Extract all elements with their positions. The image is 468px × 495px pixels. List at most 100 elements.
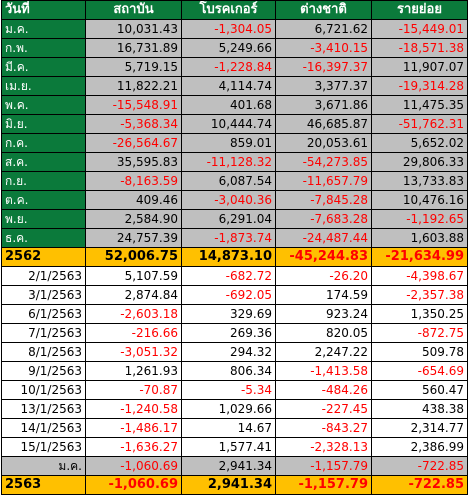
- row-label: 2562: [1, 247, 86, 267]
- value-cell: -11,657.79: [275, 171, 372, 191]
- value-cell: 438.38: [371, 399, 468, 419]
- value-cell: 11,822.21: [85, 76, 182, 96]
- value-cell: -722.85: [371, 456, 468, 476]
- value-cell: 560.47: [371, 380, 468, 400]
- value-cell: 5,249.66: [181, 38, 276, 58]
- year-total-row: 2562 52,006.75 14,873.10 -45,244.83 -21,634.…: [1, 247, 468, 267]
- month-row: มิ.ย. -5,368.34 10,444.74 46,685.87 -51,762.…: [1, 114, 468, 134]
- value-cell: -8,163.59: [85, 171, 182, 191]
- value-cell: -872.75: [371, 323, 468, 343]
- value-cell: -18,571.38: [371, 38, 468, 58]
- value-cell: 4,114.74: [181, 76, 276, 96]
- value-cell: -654.69: [371, 361, 468, 381]
- value-cell: 13,733.83: [371, 171, 468, 191]
- month-row: ธ.ค. 24,757.39 -1,873.74 -24,487.44 1,603.88: [1, 228, 468, 248]
- value-cell: 10,476.16: [371, 190, 468, 210]
- value-cell: -7,683.28: [275, 209, 372, 229]
- value-cell: 10,031.43: [85, 19, 182, 39]
- value-cell: 6,291.04: [181, 209, 276, 229]
- month-row: ก.ค. -26,564.67 859.01 20,053.61 5,652.02: [1, 133, 468, 153]
- month-summary-row: ม.ค. -1,060.69 2,941.34 -1,157.79 -722.85: [1, 456, 468, 476]
- month-row: มี.ค. 5,719.15 -1,228.84 -16,397.37 11,907.0…: [1, 57, 468, 77]
- value-cell: 2,941.34: [181, 456, 276, 476]
- row-label: 10/1/2563: [1, 380, 86, 400]
- value-cell: 509.78: [371, 342, 468, 362]
- value-cell: 2,874.84: [85, 285, 182, 305]
- value-cell: -26.20: [275, 266, 372, 286]
- daily-row: 9/1/2563 1,261.93 806.34 -1,413.58 -654.69: [1, 361, 468, 381]
- value-cell: 329.69: [181, 304, 276, 324]
- value-cell: -11,128.32: [181, 152, 276, 172]
- value-cell: 5,652.02: [371, 133, 468, 153]
- value-cell: 6,087.54: [181, 171, 276, 191]
- value-cell: 923.24: [275, 304, 372, 324]
- value-cell: 2,584.90: [85, 209, 182, 229]
- value-cell: 2,314.77: [371, 418, 468, 438]
- month-row: ก.ย. -8,163.59 6,087.54 -11,657.79 13,733.83: [1, 171, 468, 191]
- value-cell: 2,247.22: [275, 342, 372, 362]
- value-cell: -70.87: [85, 380, 182, 400]
- value-cell: -1,240.58: [85, 399, 182, 419]
- daily-row: 3/1/2563 2,874.84 -692.05 174.59 -2,357.38: [1, 285, 468, 305]
- value-cell: -692.05: [181, 285, 276, 305]
- value-cell: -1,157.79: [275, 475, 372, 495]
- value-cell: 1,603.88: [371, 228, 468, 248]
- value-cell: 1,350.25: [371, 304, 468, 324]
- year-total-row: 2563 -1,060.69 2,941.34 -1,157.79 -722.85: [1, 475, 468, 495]
- value-cell: 294.32: [181, 342, 276, 362]
- row-label: 3/1/2563: [1, 285, 86, 305]
- value-cell: 14.67: [181, 418, 276, 438]
- header-institution: สถาบัน: [85, 0, 182, 20]
- row-label: พ.ย.: [1, 209, 86, 229]
- value-cell: -5,368.34: [85, 114, 182, 134]
- value-cell: -15,548.91: [85, 95, 182, 115]
- row-label: ม.ค.: [1, 19, 86, 39]
- daily-row: 13/1/2563 -1,240.58 1,029.66 -227.45 438.38: [1, 399, 468, 419]
- value-cell: 1,261.93: [85, 361, 182, 381]
- header-retail: รายย่อย: [371, 0, 468, 20]
- value-cell: -1,636.27: [85, 437, 182, 457]
- value-cell: -16,397.37: [275, 57, 372, 77]
- row-label: เม.ย.: [1, 76, 86, 96]
- month-row: พ.ค. -15,548.91 401.68 3,671.86 11,475.35: [1, 95, 468, 115]
- value-cell: 174.59: [275, 285, 372, 305]
- value-cell: -4,398.67: [371, 266, 468, 286]
- header-broker: โบรคเกอร์: [181, 0, 276, 20]
- value-cell: 3,377.37: [275, 76, 372, 96]
- value-cell: -1,060.69: [85, 456, 182, 476]
- value-cell: 409.46: [85, 190, 182, 210]
- value-cell: 1,577.41: [181, 437, 276, 457]
- value-cell: -1,192.65: [371, 209, 468, 229]
- value-cell: -1,304.05: [181, 19, 276, 39]
- value-cell: 11,907.07: [371, 57, 468, 77]
- header-date: วันที่: [1, 0, 86, 20]
- value-cell: 10,444.74: [181, 114, 276, 134]
- value-cell: 401.68: [181, 95, 276, 115]
- value-cell: -1,228.84: [181, 57, 276, 77]
- row-label: 7/1/2563: [1, 323, 86, 343]
- value-cell: -216.66: [85, 323, 182, 343]
- value-cell: -5.34: [181, 380, 276, 400]
- row-label: มิ.ย.: [1, 114, 86, 134]
- row-label: ธ.ค.: [1, 228, 86, 248]
- row-label: 9/1/2563: [1, 361, 86, 381]
- month-row: ม.ค. 10,031.43 -1,304.05 6,721.62 -15,449.01: [1, 19, 468, 39]
- value-cell: 46,685.87: [275, 114, 372, 134]
- value-cell: 269.36: [181, 323, 276, 343]
- value-cell: -484.26: [275, 380, 372, 400]
- row-label: ก.พ.: [1, 38, 86, 58]
- value-cell: -1,060.69: [85, 475, 182, 495]
- row-label: มี.ค.: [1, 57, 86, 77]
- month-row: เม.ย. 11,822.21 4,114.74 3,377.37 -19,314.28: [1, 76, 468, 96]
- value-cell: 806.34: [181, 361, 276, 381]
- value-cell: -1,157.79: [275, 456, 372, 476]
- value-cell: -227.45: [275, 399, 372, 419]
- row-label: 2563: [1, 475, 86, 495]
- daily-row: 6/1/2563 -2,603.18 329.69 923.24 1,350.25: [1, 304, 468, 324]
- value-cell: -15,449.01: [371, 19, 468, 39]
- month-row: ส.ค. 35,595.83 -11,128.32 -54,273.85 29,806.…: [1, 152, 468, 172]
- value-cell: -3,051.32: [85, 342, 182, 362]
- month-row: พ.ย. 2,584.90 6,291.04 -7,683.28 -1,192.65: [1, 209, 468, 229]
- value-cell: 5,719.15: [85, 57, 182, 77]
